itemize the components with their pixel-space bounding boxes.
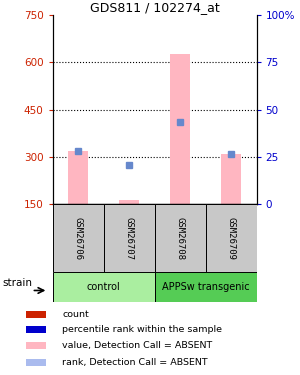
Text: strain: strain bbox=[3, 278, 33, 288]
Bar bbox=[154, 272, 256, 302]
Bar bbox=[26, 326, 46, 333]
Text: GSM26706: GSM26706 bbox=[74, 217, 82, 259]
Title: GDS811 / 102274_at: GDS811 / 102274_at bbox=[90, 1, 219, 14]
Bar bbox=[154, 204, 206, 272]
Text: APPSw transgenic: APPSw transgenic bbox=[162, 282, 249, 292]
Text: GSM26707: GSM26707 bbox=[124, 217, 134, 259]
Text: value, Detection Call = ABSENT: value, Detection Call = ABSENT bbox=[62, 341, 213, 350]
Text: GSM26708: GSM26708 bbox=[176, 217, 184, 259]
Text: rank, Detection Call = ABSENT: rank, Detection Call = ABSENT bbox=[62, 358, 208, 367]
Bar bbox=[26, 311, 46, 318]
Bar bbox=[103, 204, 154, 272]
Bar bbox=[52, 272, 154, 302]
Text: count: count bbox=[62, 310, 89, 319]
Bar bbox=[206, 204, 256, 272]
Text: control: control bbox=[87, 282, 120, 292]
Bar bbox=[221, 154, 241, 204]
Text: percentile rank within the sample: percentile rank within the sample bbox=[62, 325, 222, 334]
Bar bbox=[68, 151, 88, 204]
Bar bbox=[26, 359, 46, 366]
Bar bbox=[170, 54, 190, 204]
Bar bbox=[26, 342, 46, 349]
Bar bbox=[119, 200, 139, 204]
Bar bbox=[52, 204, 104, 272]
Text: GSM26709: GSM26709 bbox=[226, 217, 236, 259]
